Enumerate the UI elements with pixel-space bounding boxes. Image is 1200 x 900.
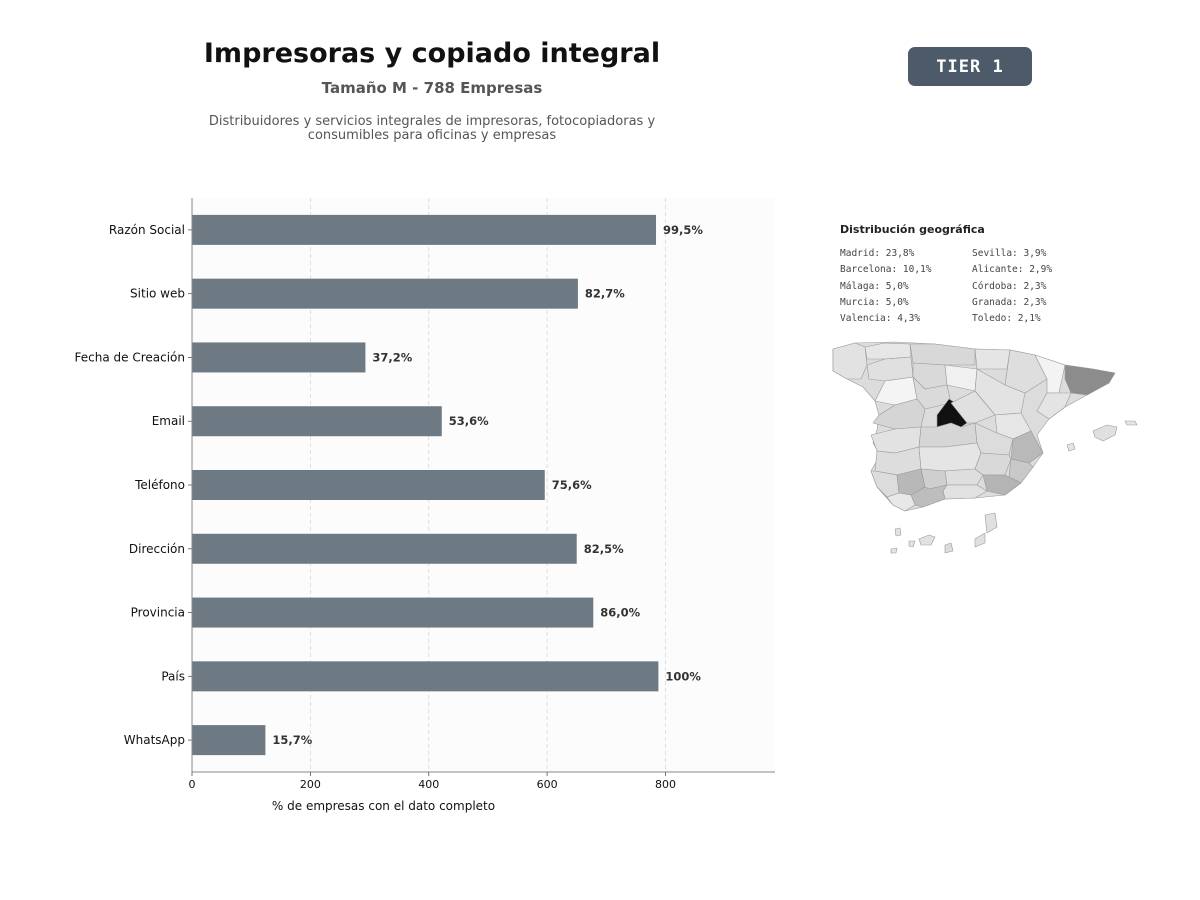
chart-title: Impresoras y copiado integral bbox=[203, 38, 661, 69]
map-canarias-4 bbox=[918, 534, 936, 546]
bar bbox=[192, 533, 577, 564]
bar bbox=[192, 470, 545, 500]
data-label: 75,6% bbox=[552, 478, 592, 492]
map-huelva bbox=[870, 470, 900, 498]
x-tick-label: 0 bbox=[189, 778, 196, 791]
description-line-1: Distribuidores y servicios integrales de… bbox=[208, 114, 656, 129]
geo-item: Sevilla: 3,9% bbox=[972, 248, 1047, 259]
map-mallorca bbox=[1092, 424, 1118, 442]
geo-item: Toledo: 2,1% bbox=[972, 313, 1041, 325]
bar bbox=[192, 214, 657, 245]
map-valencia bbox=[1010, 430, 1044, 464]
map-barcelona bbox=[1064, 364, 1116, 396]
map-menorca bbox=[1124, 420, 1138, 426]
chart-description: Distribuidores y servicios integrales de… bbox=[182, 115, 682, 143]
x-axis-title: % de empresas con el dato completo bbox=[272, 799, 495, 813]
data-label: 100% bbox=[665, 669, 701, 683]
map-jaen bbox=[944, 468, 984, 486]
map-cantabria-pv bbox=[909, 343, 976, 366]
data-label: 82,5% bbox=[584, 542, 624, 556]
y-tick-label: Dirección bbox=[129, 542, 185, 556]
map-canarias-5 bbox=[908, 540, 916, 548]
bar bbox=[192, 597, 594, 628]
map-cadiz bbox=[886, 492, 916, 512]
geo-item: Madrid: 23,8% bbox=[840, 248, 915, 259]
map-ibiza bbox=[1066, 442, 1076, 452]
bar-chart: Razón Social 99,5% Sitio web 82,7% Fecha de … bbox=[75, 198, 775, 813]
map-malaga bbox=[910, 484, 948, 508]
chart-subtitle: Tamaño M - 788 Empresas bbox=[321, 79, 543, 97]
x-tick-label: 800 bbox=[655, 778, 676, 791]
y-tick-label: WhatsApp bbox=[124, 733, 185, 747]
map-canarias-3 bbox=[944, 542, 954, 554]
bar bbox=[192, 342, 366, 373]
y-tick-label: Fecha de Creación bbox=[75, 350, 185, 364]
y-tick-label: País bbox=[161, 669, 185, 683]
y-tick-label: Sitio web bbox=[130, 287, 185, 301]
data-label: 86,0% bbox=[600, 606, 640, 620]
geo-item: Valencia: 4,3% bbox=[840, 313, 921, 325]
data-label: 37,2% bbox=[372, 350, 412, 364]
x-tick-label: 200 bbox=[300, 778, 321, 791]
map-canarias-1 bbox=[984, 512, 998, 534]
geo-item: Granada: 2,3% bbox=[972, 296, 1047, 308]
x-tick-label: 600 bbox=[537, 778, 558, 791]
data-label: 99,5% bbox=[663, 223, 703, 237]
data-label: 15,7% bbox=[272, 733, 312, 747]
y-tick-label: Razón Social bbox=[109, 223, 185, 237]
x-tick-label: 400 bbox=[418, 778, 439, 791]
y-tick-label: Teléfono bbox=[134, 478, 185, 492]
map-alicante bbox=[1008, 458, 1034, 484]
geo-distribution-title: Distribución geográfica bbox=[840, 223, 985, 236]
map-aragon-north bbox=[1004, 349, 1048, 394]
bar bbox=[192, 725, 266, 756]
geo-item: Alicante: 2,9% bbox=[972, 264, 1053, 276]
map-ciudad-real bbox=[918, 442, 982, 472]
map-asturias bbox=[864, 342, 912, 360]
map-guadalajara bbox=[950, 390, 996, 424]
data-label: 82,7% bbox=[585, 287, 625, 301]
y-tick-label: Provincia bbox=[131, 606, 185, 620]
y-tick-label: Email bbox=[152, 414, 185, 428]
bar bbox=[192, 278, 578, 309]
bar bbox=[192, 661, 659, 692]
geo-list-column-1: Madrid: 23,8% Barcelona: 10,1% Málaga: 5… bbox=[840, 246, 932, 327]
map-canarias-7 bbox=[890, 547, 898, 554]
geo-item: Córdoba: 2,3% bbox=[972, 280, 1047, 292]
map-albacete bbox=[974, 452, 1012, 476]
map-canarias-6 bbox=[894, 527, 902, 537]
map-canarias-2 bbox=[974, 532, 986, 548]
description-line-2: consumibles para oficinas y empresas bbox=[307, 128, 557, 143]
map-tarragona bbox=[1036, 392, 1072, 420]
map-galicia bbox=[832, 342, 868, 380]
geo-item: Murcia: 5,0% bbox=[840, 296, 909, 308]
geo-item: Barcelona: 10,1% bbox=[840, 264, 932, 276]
data-label: 53,6% bbox=[449, 414, 489, 428]
geo-item: Málaga: 5,0% bbox=[840, 280, 909, 292]
bar bbox=[192, 406, 442, 437]
spain-map bbox=[832, 341, 1138, 554]
tier-badge: TIER 1 bbox=[908, 47, 1032, 86]
geo-list-column-2: Sevilla: 3,9% Alicante: 2,9% Córdoba: 2,… bbox=[972, 246, 1052, 327]
map-navarra bbox=[974, 348, 1011, 370]
